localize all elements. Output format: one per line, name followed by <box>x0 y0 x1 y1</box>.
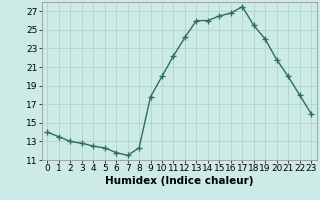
X-axis label: Humidex (Indice chaleur): Humidex (Indice chaleur) <box>105 176 253 186</box>
